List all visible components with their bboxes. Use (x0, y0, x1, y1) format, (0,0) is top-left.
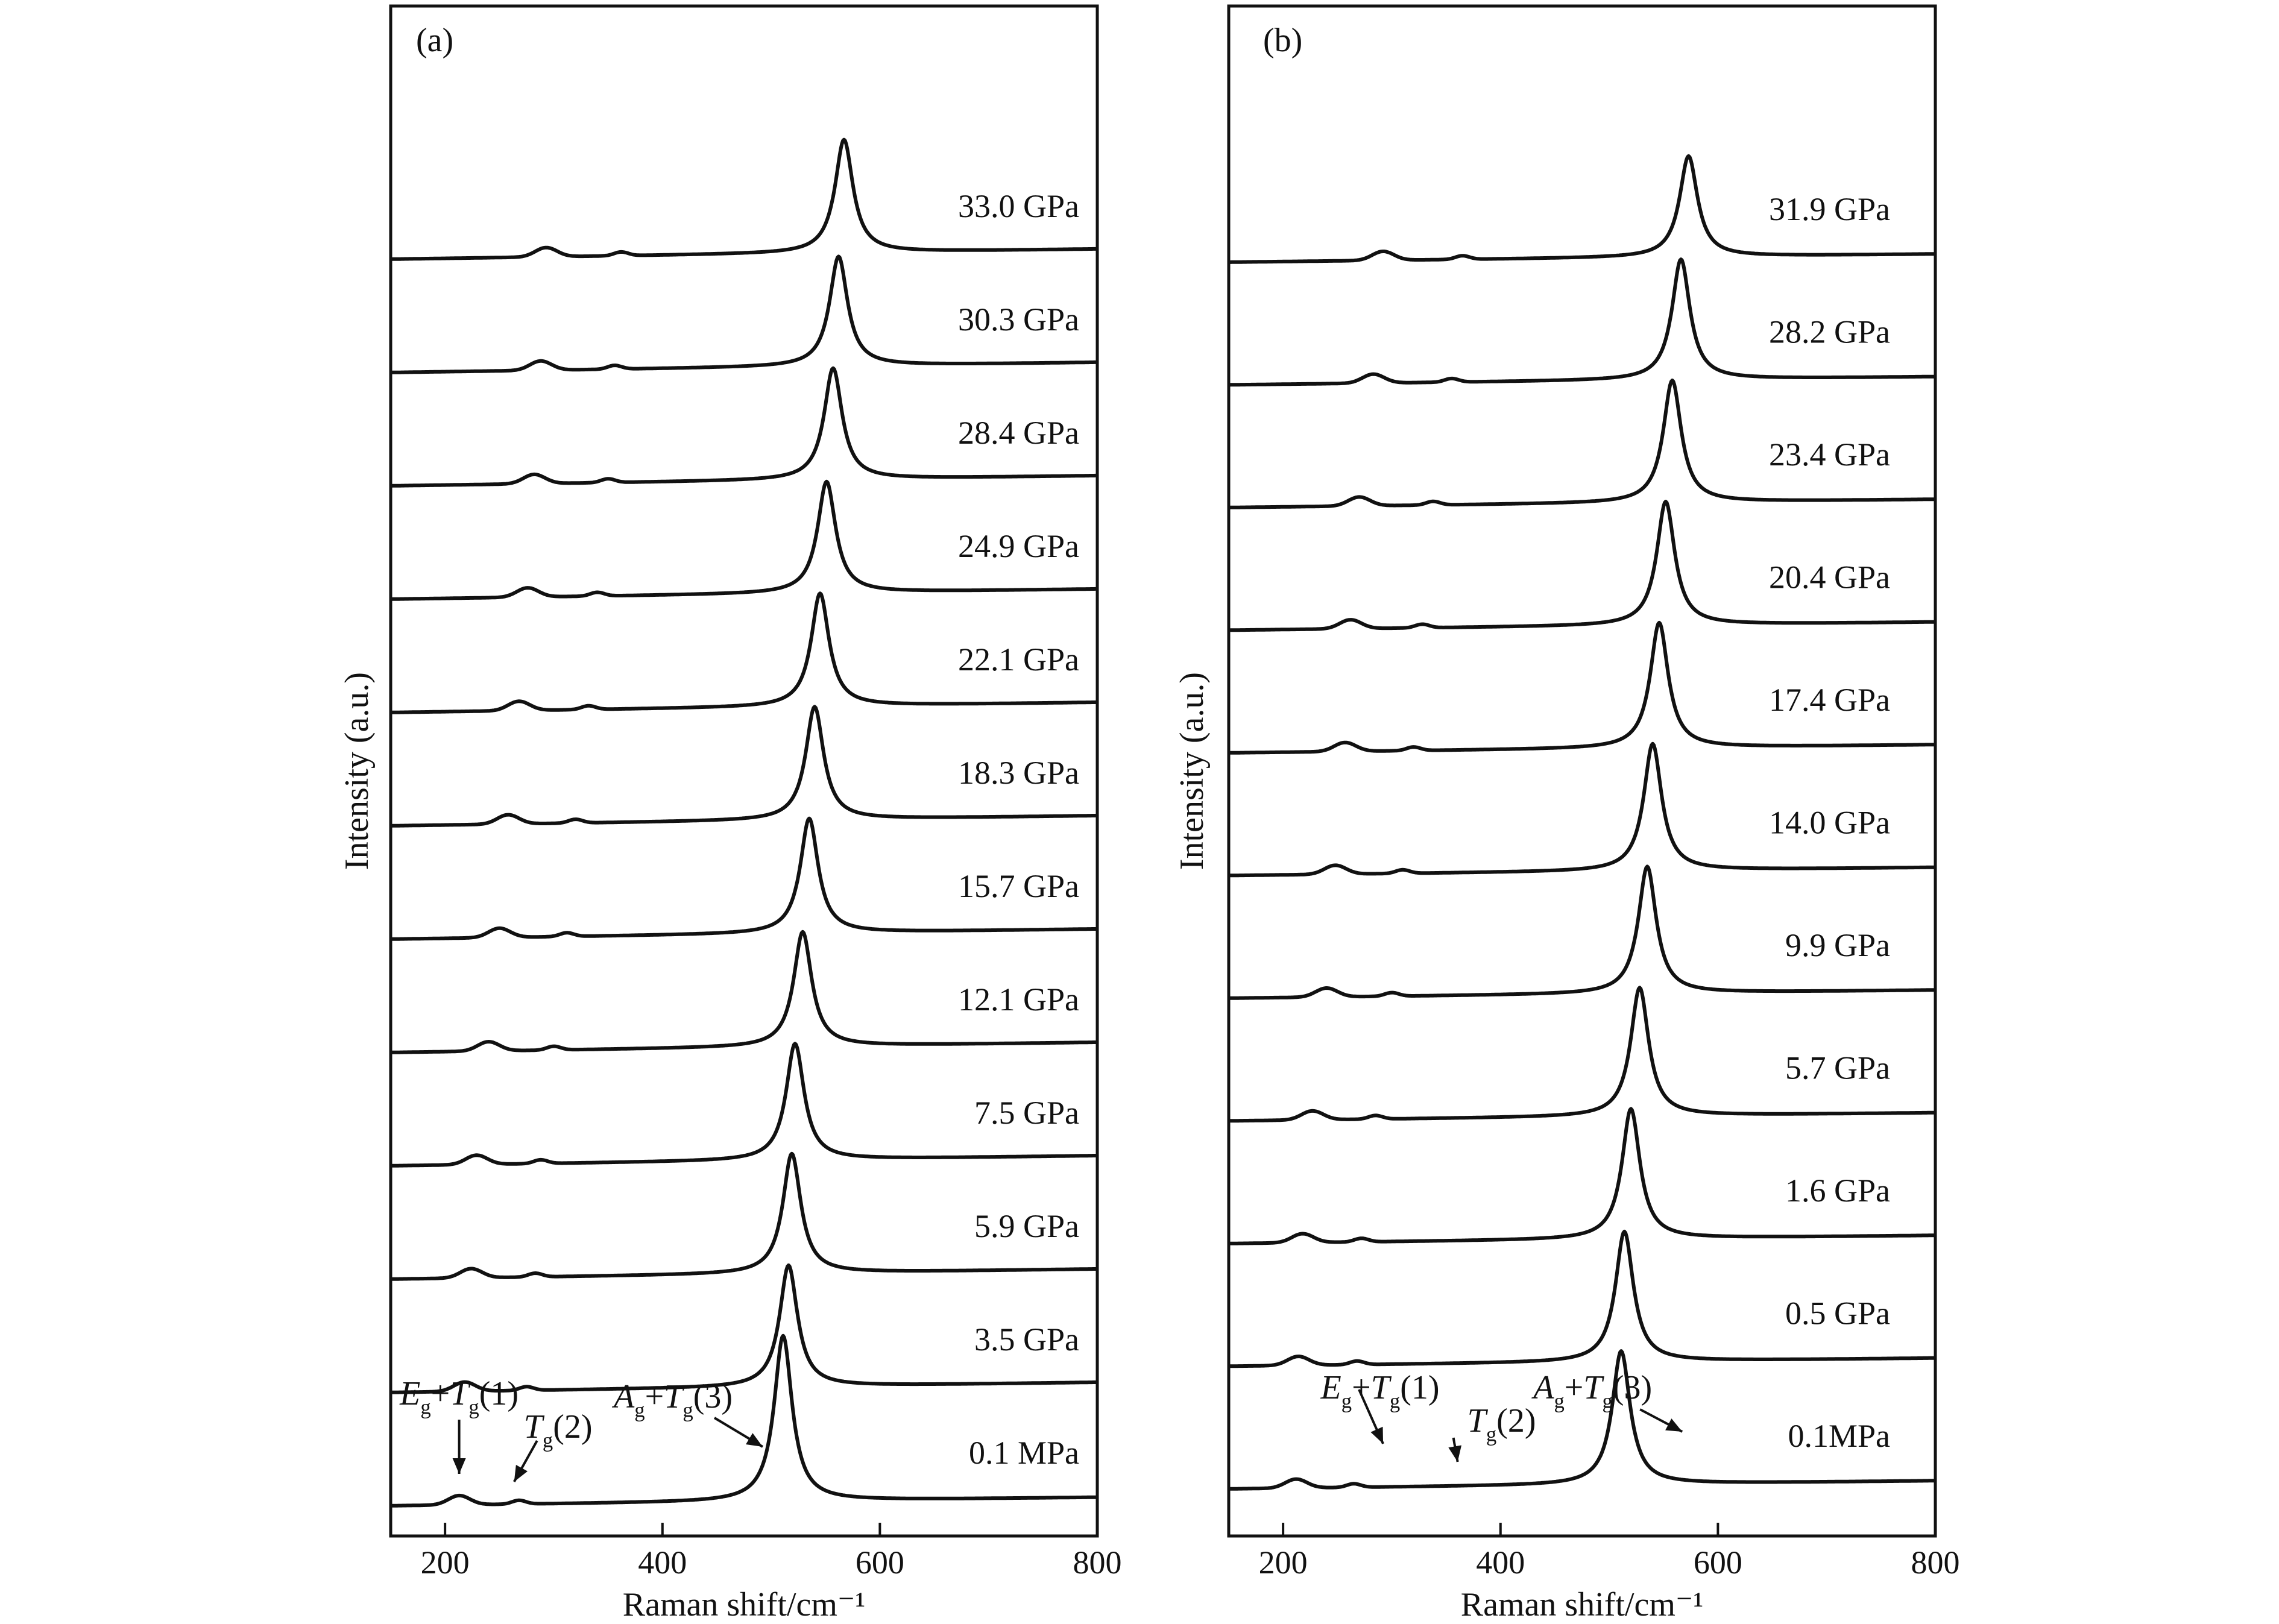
spectrum-line (389, 705, 1099, 828)
mode-annotation-1-label: Eg+Tg(1) (1320, 1369, 1440, 1413)
panel-b-mode-annotations: Eg+Tg(1) Tg(2)Ag+Tg(3) (1320, 1369, 1683, 1462)
mode-annotation-3-label: Ag+Tg(3) (611, 1378, 733, 1422)
x-tick-label: 600 (856, 1544, 904, 1581)
pressure-label: 0.1MPa (1788, 1418, 1890, 1454)
mode-annotation-2-arrow-head (514, 1464, 528, 1482)
panel-a-label: (a) (416, 22, 453, 59)
mode-annotation-3-arrow-head (746, 1433, 763, 1447)
panel-a-spectra (389, 137, 1099, 1508)
pressure-label: 1.6 GPa (1785, 1172, 1890, 1209)
pressure-label: 14.0 GPa (1769, 805, 1890, 841)
pressure-label: 0.1 MPa (969, 1435, 1079, 1471)
pressure-label: 18.3 GPa (958, 755, 1079, 791)
spectrum-line (1228, 1107, 1937, 1245)
spectrum-line (389, 1042, 1099, 1168)
spectrum-line (1228, 500, 1937, 632)
pressure-label: 5.7 GPa (1785, 1050, 1890, 1086)
mode-annotation-3-label: Ag+Tg(3) (1531, 1369, 1652, 1413)
pressure-label: 28.2 GPa (1769, 314, 1890, 350)
spectrum-line (1228, 986, 1937, 1123)
pressure-label: 30.3 GPa (958, 301, 1079, 338)
spectrum-line (389, 1151, 1099, 1281)
pressure-label: 22.1 GPa (958, 641, 1079, 678)
spectrum-line (389, 930, 1099, 1054)
spectrum-line (389, 479, 1099, 601)
panel-b-y-axis-label: Intensity (a.u.) (1173, 672, 1211, 870)
spectrum-line (389, 254, 1099, 374)
spectrum-line (389, 1263, 1099, 1394)
pressure-label: 9.9 GPa (1785, 927, 1890, 963)
spectrum-line (389, 591, 1099, 714)
x-tick-label: 200 (1259, 1544, 1308, 1581)
spectrum-line (1228, 379, 1937, 509)
spectrum-line (1228, 1229, 1937, 1368)
pressure-label: 33.0 GPa (958, 188, 1079, 224)
spectrum-line (1228, 257, 1937, 387)
mode-annotation-2-arrow-head (1448, 1445, 1462, 1462)
x-tick-label: 400 (638, 1544, 687, 1581)
mode-annotation-1-arrow-head (1370, 1426, 1384, 1444)
pressure-label: 7.5 GPa (974, 1095, 1079, 1131)
panel-b: (b) Intensity (a.u.) Raman shift/cm⁻¹ 20… (1173, 4, 1960, 1623)
pressure-label: 5.9 GPa (974, 1208, 1079, 1244)
panel-a-y-axis-label: Intensity (a.u.) (338, 672, 376, 870)
panel-a-pressure-labels: 0.1 MPa 3.5 GPa 5.9 GPa 7.5 GPa 12.1 GPa 15.7… (958, 188, 1079, 1471)
panel-a: (a) Intensity (a.u.) Raman shift/cm⁻¹ 20… (338, 4, 1122, 1623)
panel-b-spectra (1228, 154, 1937, 1491)
pressure-label: 12.1 GPa (958, 981, 1079, 1018)
pressure-label: 3.5 GPa (974, 1321, 1079, 1358)
panel-a-x-ticks: 200 400 600 800 (421, 1523, 1122, 1581)
x-tick-label: 600 (1694, 1544, 1742, 1581)
spectrum-line (389, 1333, 1099, 1508)
mode-annotation-1-label: Eg+Tg(1) (399, 1375, 519, 1419)
x-tick-label: 200 (421, 1544, 470, 1581)
x-tick-label: 800 (1911, 1544, 1960, 1581)
spectrum-line (1228, 620, 1937, 755)
spectrum-line (389, 366, 1099, 488)
panel-a-x-axis-label: Raman shift/cm⁻¹ (623, 1586, 866, 1623)
panel-b-frame (1227, 4, 1937, 1538)
pressure-label: 15.7 GPa (958, 868, 1079, 904)
panel-b-label: (b) (1263, 22, 1302, 59)
mode-annotation-2-label: Tg(2) (524, 1408, 593, 1452)
panel-b-x-ticks: 200 400 600 800 (1259, 1523, 1960, 1581)
panel-a-mode-annotations: Eg+Tg(1)Tg(2) Ag+Tg(3) (399, 1375, 764, 1482)
spectrum-line (1228, 741, 1937, 878)
spectrum-line (1228, 1349, 1937, 1491)
spectrum-line (389, 816, 1099, 941)
panel-b-pressure-labels: 31.9 GPa 28.2 GPa 23.4 GPa 20.4 GPa 17.4 GPa… (1769, 191, 1890, 1454)
pressure-label: 31.9 GPa (1769, 191, 1890, 227)
panel-b-x-axis-label: Raman shift/cm⁻¹ (1461, 1586, 1704, 1623)
mode-annotation-1-arrow-head (452, 1458, 466, 1474)
pressure-label: 0.5 GPa (1785, 1295, 1890, 1332)
pressure-label: 20.4 GPa (1769, 559, 1890, 596)
pressure-label: 28.4 GPa (958, 415, 1079, 451)
mode-annotation-2-label: Tg(2) (1467, 1402, 1536, 1446)
pressure-label: 23.4 GPa (1769, 436, 1890, 473)
pressure-label: 24.9 GPa (958, 528, 1079, 564)
spectrum-line (389, 137, 1099, 261)
mode-annotation-3-arrow-head (1665, 1418, 1683, 1432)
panel-a-frame (389, 4, 1099, 1538)
pressure-label: 17.4 GPa (1769, 682, 1890, 718)
x-tick-label: 800 (1073, 1544, 1122, 1581)
spectrum-line (1228, 154, 1937, 264)
x-tick-label: 400 (1476, 1544, 1525, 1581)
spectrum-line (1228, 864, 1937, 1000)
